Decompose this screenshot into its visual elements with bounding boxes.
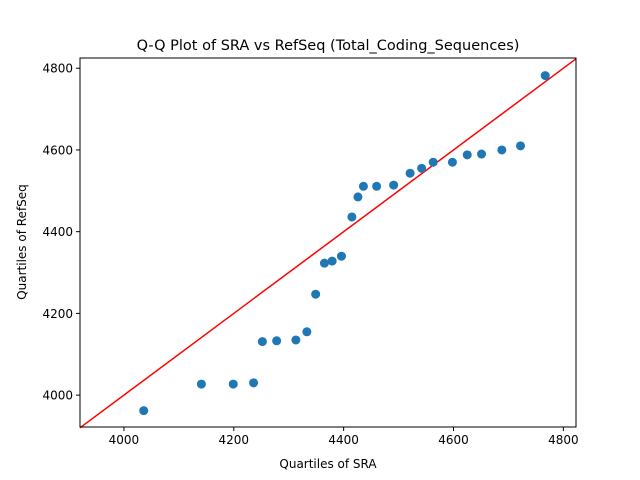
y-tick-label: 4400 bbox=[42, 225, 73, 239]
y-tick-label: 4200 bbox=[42, 307, 73, 321]
x-tick-label: 4000 bbox=[109, 433, 140, 447]
data-point bbox=[139, 406, 149, 416]
x-axis-label: Quartiles of SRA bbox=[279, 457, 377, 471]
data-point bbox=[311, 289, 321, 299]
x-tick-label: 4800 bbox=[548, 433, 579, 447]
data-point bbox=[389, 180, 399, 190]
data-point bbox=[228, 379, 238, 389]
data-point bbox=[302, 327, 312, 337]
data-point bbox=[291, 335, 301, 345]
x-axis-ticks: 4000 4200 4400 4600 4800 bbox=[109, 427, 579, 447]
data-point bbox=[272, 336, 282, 346]
data-point bbox=[405, 168, 415, 178]
axes-frame bbox=[79, 57, 577, 428]
data-point bbox=[196, 379, 206, 389]
y-axis-ticks: 4000 4200 4400 4600 4800 bbox=[42, 62, 80, 403]
data-point bbox=[336, 251, 346, 261]
y-tick-label: 4000 bbox=[42, 389, 73, 403]
data-point bbox=[358, 181, 368, 191]
data-point bbox=[417, 163, 427, 173]
y-axis-label: Quartiles of RefSeq bbox=[15, 184, 29, 300]
data-point bbox=[347, 212, 357, 222]
data-point bbox=[353, 192, 363, 202]
data-point bbox=[327, 256, 337, 266]
x-tick-label: 4200 bbox=[219, 433, 250, 447]
data-point bbox=[477, 149, 487, 159]
reference-line-group bbox=[79, 58, 577, 429]
y-tick-label: 4600 bbox=[42, 143, 73, 157]
data-point bbox=[319, 258, 329, 268]
data-point bbox=[540, 71, 550, 81]
data-point bbox=[462, 150, 472, 160]
y-tick-label: 4800 bbox=[42, 62, 73, 76]
chart-title: Q-Q Plot of SRA vs RefSeq (Total_Coding_… bbox=[137, 38, 520, 54]
data-point bbox=[497, 145, 507, 155]
data-point bbox=[249, 378, 259, 388]
data-points bbox=[139, 71, 550, 416]
data-point bbox=[516, 141, 526, 151]
data-point bbox=[372, 181, 382, 191]
reference-line bbox=[79, 58, 577, 429]
x-tick-label: 4600 bbox=[438, 433, 469, 447]
x-tick-label: 4400 bbox=[328, 433, 359, 447]
data-point bbox=[447, 157, 457, 167]
data-point bbox=[428, 157, 438, 167]
data-point bbox=[257, 337, 267, 347]
